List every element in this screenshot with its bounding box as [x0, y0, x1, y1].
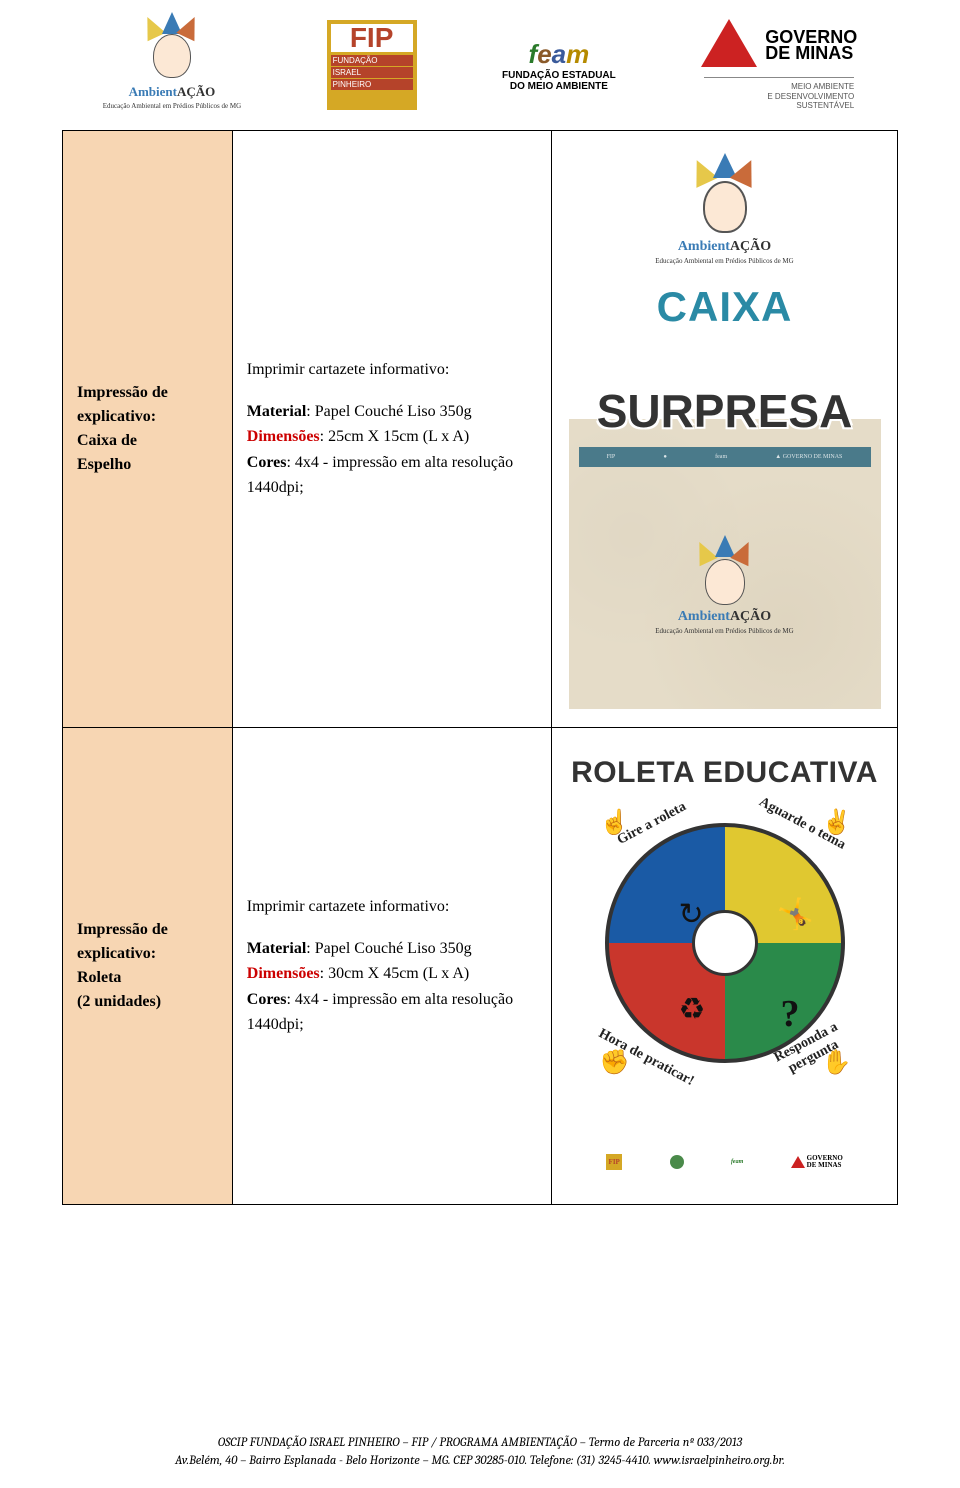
- row1-spec-cell: Imprimir cartazete informativo: Material…: [232, 131, 551, 728]
- row2-label-cell: Impressão de explicativo: Roleta (2 unid…: [63, 728, 233, 1205]
- p1-brand-black: AÇÃO: [730, 239, 771, 254]
- r1-label-l1: Impressão de: [77, 384, 168, 401]
- r1-cor-val: : 4x4 - impressão em alta resolução 1440…: [247, 454, 513, 497]
- p1-logo-strip: FIP ● feam ▲ GOVERNO DE MINAS: [579, 447, 871, 467]
- table-row: Impressão de explicativo: Caixa de Espel…: [63, 131, 898, 728]
- jester-icon: [706, 924, 744, 962]
- feam-sub1: FUNDAÇÃO ESTADUAL: [502, 70, 616, 81]
- r2-dim-lbl: Dimensões: [247, 965, 320, 982]
- row1-preview-cell: AmbientAÇÃO Educação Ambiental em Prédio…: [552, 131, 898, 728]
- r1-dim-val: : 25cm X 15cm (L x A): [320, 428, 470, 445]
- brand-blue: Ambient: [129, 84, 177, 99]
- r1-label-l4: Espelho: [77, 456, 131, 473]
- roleta-educativa-poster: ROLETA EDUCATIVA 🤸 ↻ ♻ ? Gire a roleta A…: [569, 746, 881, 1186]
- dance-icon: 🤸: [777, 897, 814, 932]
- jester-icon: [690, 163, 760, 233]
- r2-cor-val: : 4x4 - impressão em alta resolução 1440…: [247, 991, 513, 1034]
- logo-ambientacao: AmbientAÇÃO Educação Ambiental em Prédio…: [103, 20, 241, 110]
- logo-governo-minas: GOVERNODE MINAS MEIO AMBIENTEE DESENVOLV…: [701, 19, 857, 111]
- r2-cor-lbl: Cores: [247, 991, 287, 1008]
- p2-logo-strip: FIP feam GOVERNODE MINAS: [583, 1150, 867, 1174]
- r1-spec-heading: Imprimir cartazete informativo:: [247, 357, 537, 383]
- footer-line2: Av.Belém, 40 – Bairro Esplanada - Belo H…: [0, 1453, 960, 1471]
- caixa-surpresa-poster: AmbientAÇÃO Educação Ambiental em Prédio…: [569, 149, 881, 709]
- hand-point-icon: ☝: [600, 808, 628, 836]
- r1-cor-lbl: Cores: [247, 454, 287, 471]
- logo-feam: feam FUNDAÇÃO ESTADUAL DO MEIO AMBIENTE: [502, 39, 616, 92]
- hand-open-icon: ✋: [822, 1048, 850, 1076]
- table-row: Impressão de explicativo: Roleta (2 unid…: [63, 728, 898, 1205]
- row2-spec-cell: Imprimir cartazete informativo: Material…: [232, 728, 551, 1205]
- brand-black: AÇÃO: [177, 84, 215, 99]
- row2-preview-cell: ROLETA EDUCATIVA 🤸 ↻ ♻ ? Gire a roleta A…: [552, 728, 898, 1205]
- footer-line1: OSCIP FUNDAÇÃO ISRAEL PINHEIRO – FIP / P…: [0, 1435, 960, 1453]
- p1-word-caixa: CAIXA: [657, 283, 793, 331]
- gov-sub: MEIO AMBIENTEE DESENVOLVIMENTOSUSTENTÁVE…: [704, 77, 854, 111]
- r2-dim-val: : 30cm X 45cm (L x A): [320, 965, 470, 982]
- r1-dim-lbl: Dimensões: [247, 428, 320, 445]
- p1-brand-sub: Educação Ambiental em Prédios Públicos d…: [655, 257, 793, 265]
- header-logos: AmbientAÇÃO Educação Ambiental em Prédio…: [0, 0, 960, 130]
- r1-label-l3: Caixa de: [77, 432, 137, 449]
- r2-label-l2: explicativo:: [77, 945, 156, 962]
- fip-l3: PINHEIRO: [331, 79, 413, 90]
- r1-mat-val: : Papel Couché Liso 350g: [306, 403, 471, 420]
- r1-mat-lbl: Material: [247, 403, 307, 420]
- triangle-icon: [701, 19, 757, 67]
- r2-mat-val: : Papel Couché Liso 350g: [306, 940, 471, 957]
- jester-icon: [694, 543, 756, 605]
- fip-l2: ISRAEL: [331, 67, 413, 78]
- feam-sub2: DO MEIO AMBIENTE: [502, 81, 616, 92]
- r2-label-l1: Impressão de: [77, 921, 168, 938]
- roulette-wheel: 🤸 ↻ ♻ ?: [605, 823, 845, 1063]
- logo-fip: FIP FUNDAÇÃO ISRAEL PINHEIRO: [327, 20, 417, 110]
- r2-spec-heading: Imprimir cartazete informativo:: [247, 894, 537, 920]
- hand-peace-icon: ✌: [822, 808, 850, 836]
- row1-label-cell: Impressão de explicativo: Caixa de Espel…: [63, 131, 233, 728]
- r2-label-l3: Roleta: [77, 969, 121, 986]
- fip-text: FIP: [331, 24, 413, 52]
- page-footer: OSCIP FUNDAÇÃO ISRAEL PINHEIRO – FIP / P…: [0, 1435, 960, 1470]
- spec-table: Impressão de explicativo: Caixa de Espel…: [62, 130, 898, 1205]
- r2-label-l4: (2 unidades): [77, 993, 161, 1010]
- question-icon: ?: [781, 992, 800, 1036]
- arrow-icon: ↻: [679, 897, 704, 932]
- jester-icon: [142, 20, 202, 80]
- r2-mat-lbl: Material: [247, 940, 307, 957]
- wheel-wrap: 🤸 ↻ ♻ ? Gire a roleta Aguarde o tema Hor…: [580, 798, 870, 1088]
- gov-l2: DE MINAS: [765, 43, 853, 63]
- brand-sub: Educação Ambiental em Prédios Públicos d…: [103, 102, 241, 110]
- p2-title: ROLETA EDUCATIVA: [571, 756, 878, 790]
- recycle-icon: ♻: [679, 992, 706, 1027]
- p1-word-surpresa: SURPRESA: [569, 384, 881, 438]
- hand-fist-icon: ✊: [600, 1048, 628, 1076]
- fip-l1: FUNDAÇÃO: [331, 55, 413, 66]
- r1-label-l2: explicativo:: [77, 408, 156, 425]
- p1-brand-blue: Ambient: [678, 239, 730, 254]
